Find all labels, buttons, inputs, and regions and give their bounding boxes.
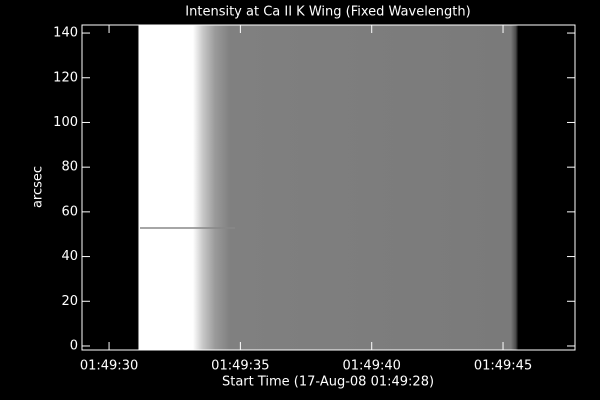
x-axis-label: Start Time (17-Aug-08 01:49:28) [222,375,434,390]
y-tick-label: 0 [70,338,78,353]
y-tick-label: 40 [61,249,78,264]
x-tick-label: 01:49:30 [80,359,138,374]
y-tick-label: 80 [61,160,78,175]
y-tick-label: 100 [53,115,78,130]
intensity-image [82,25,575,350]
y-tick-label: 140 [53,26,78,41]
x-tick-label: 01:49:45 [474,359,532,374]
y-tick-label: 20 [61,294,78,309]
y-tick-label: 120 [53,70,78,85]
y-axis-label: arcsec [31,166,46,208]
x-tick-label: 01:49:35 [211,359,269,374]
x-tick-label: 01:49:40 [343,359,401,374]
y-tick-label: 60 [61,204,78,219]
chart-title: Intensity at Ca II K Wing (Fixed Wavelen… [185,5,470,20]
plot-frame [81,24,576,351]
